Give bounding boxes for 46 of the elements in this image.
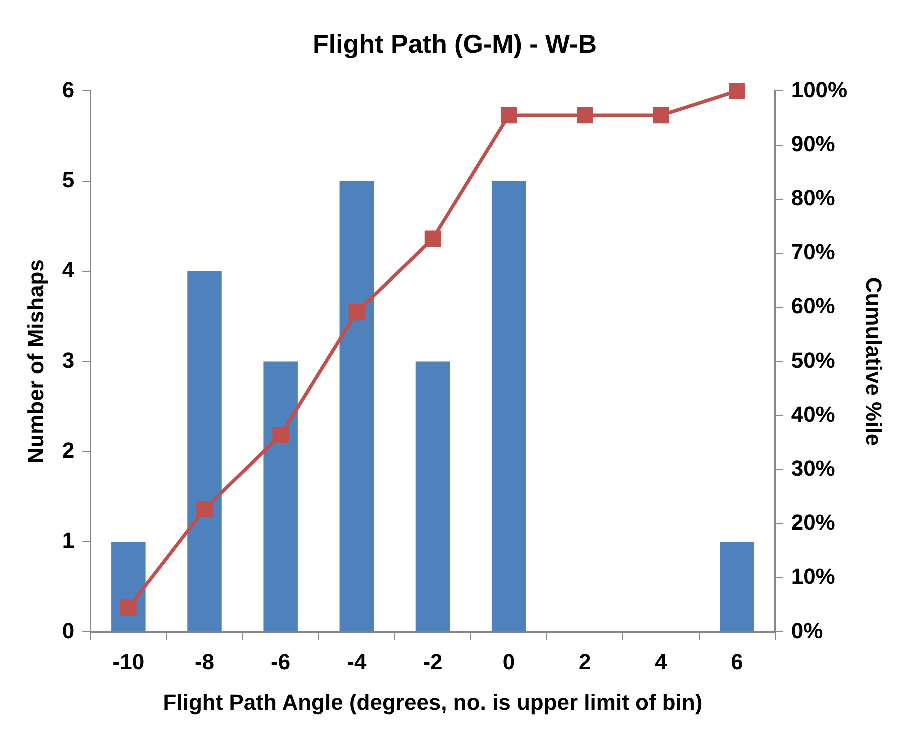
y-tick-label: 2 (62, 438, 75, 463)
x-tick-label: -2 (423, 649, 443, 674)
y2-tick-label: 90% (791, 131, 836, 156)
y-axis-title: Number of Mishaps (23, 260, 48, 464)
point (500, 107, 518, 124)
x-tick-label: 2 (579, 649, 592, 674)
y-tick-label: 6 (62, 77, 75, 102)
y2-tick-label: 80% (791, 185, 836, 210)
y2-tick-label: 100% (791, 77, 848, 102)
point (348, 304, 366, 321)
y2-tick-label: 50% (791, 348, 836, 373)
y-tick-label: 1 (62, 528, 75, 554)
y2-tick-label: 40% (791, 402, 836, 427)
point (120, 600, 137, 616)
bar (264, 362, 298, 632)
y2-axis-title: Cumulative %ile (862, 277, 887, 446)
bar (492, 181, 526, 632)
y2-tick-label: 60% (791, 294, 836, 319)
y2-tick-label: 20% (791, 510, 836, 536)
chart-title: Flight Path (G-M) - W-B (313, 28, 597, 59)
x-tick-label: -4 (347, 649, 368, 674)
point (653, 107, 670, 124)
y2-tick-label: 10% (791, 564, 836, 590)
point (272, 427, 289, 444)
y-tick-label: 4 (62, 258, 76, 283)
bar (720, 542, 754, 632)
x-tick-label: -6 (271, 649, 291, 674)
y2-tick-label: 30% (791, 456, 836, 481)
point (424, 230, 442, 248)
x-tick-label: 0 (502, 649, 516, 674)
x-tick-label: -10 (112, 649, 145, 674)
x-axis-title: Flight Path Angle (degrees, no. is upper limit of bin) (163, 690, 703, 715)
point (729, 83, 746, 100)
bar (188, 272, 222, 632)
y2-tick-label: 0% (791, 618, 824, 644)
point (577, 107, 594, 124)
y-tick-label: 5 (62, 167, 75, 192)
x-tick-label: -8 (194, 649, 215, 674)
y2-tick-label: 70% (791, 240, 836, 265)
bar (340, 181, 374, 632)
y-tick-label: 3 (62, 348, 75, 373)
x-tick-label: 6 (731, 649, 744, 674)
bar (416, 362, 450, 632)
y-tick-label: 0 (62, 618, 75, 644)
x-tick-label: 4 (655, 649, 668, 674)
point (196, 501, 213, 518)
